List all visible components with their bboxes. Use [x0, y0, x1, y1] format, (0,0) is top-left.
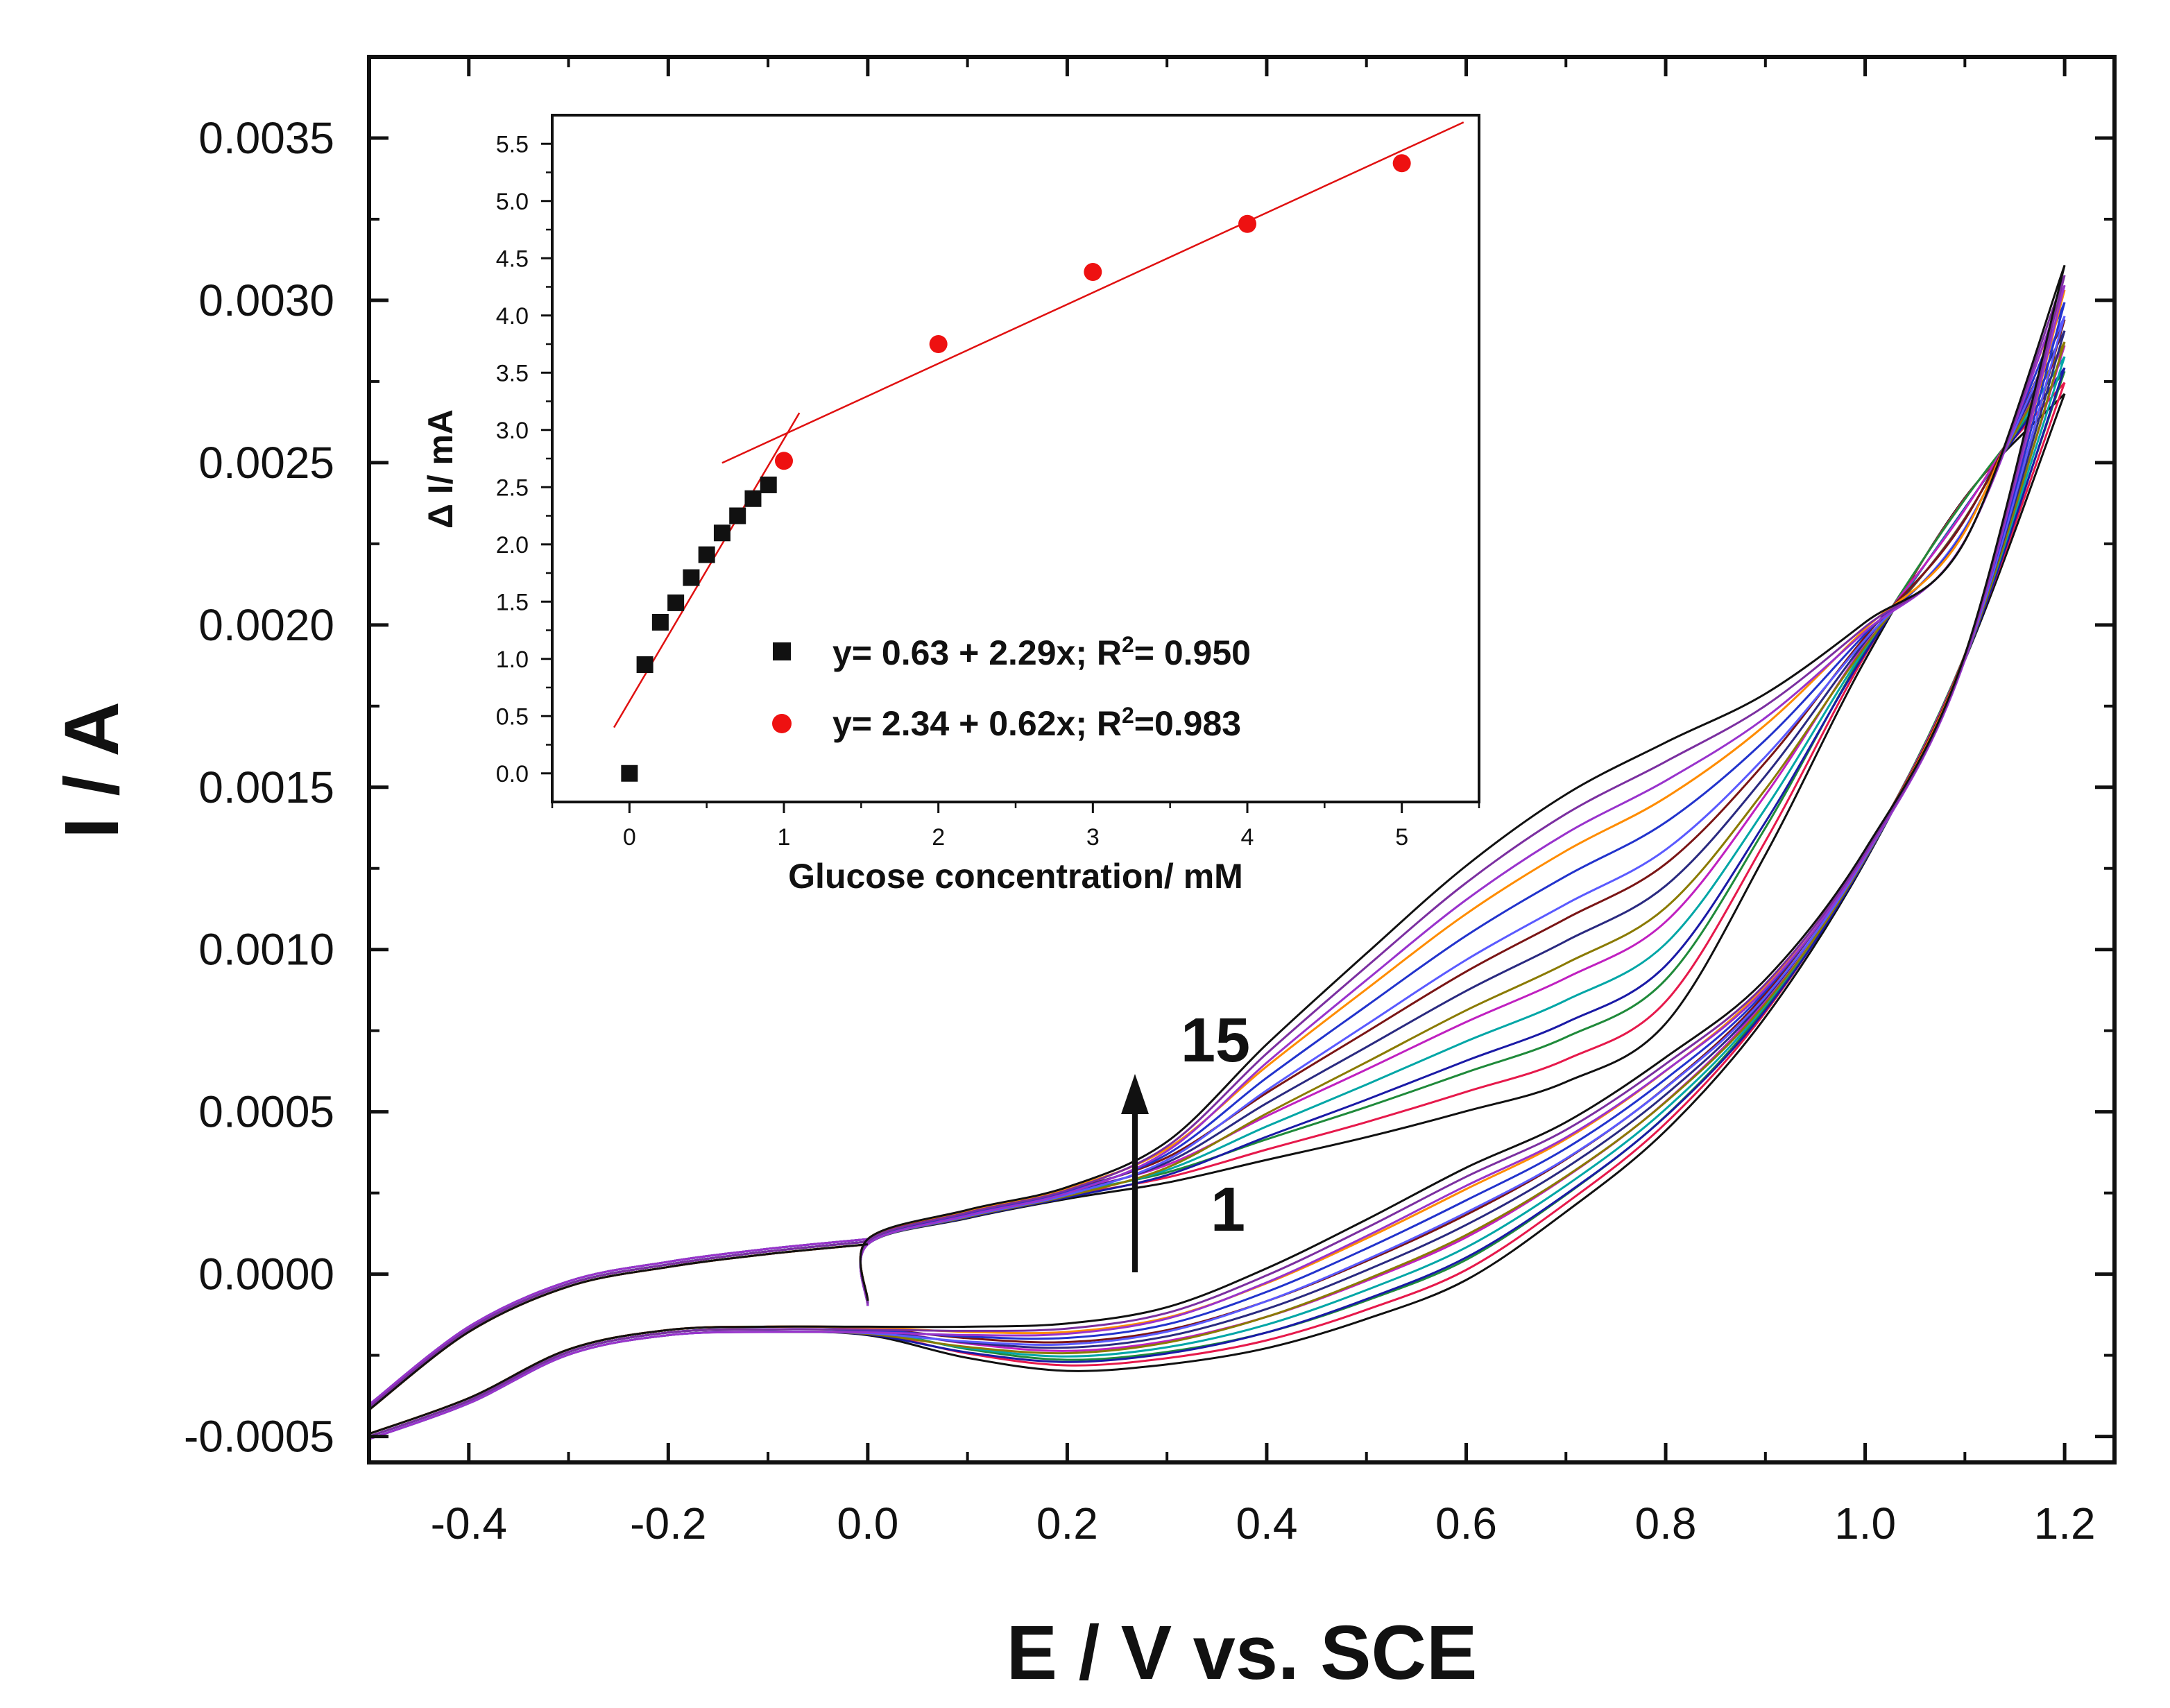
inset-fit-line-1 [613, 412, 801, 728]
legend-marker-square [773, 642, 791, 660]
cv-series-14-cathodic [368, 275, 2066, 1438]
annotation-cycle-15: 15 [1181, 1006, 1250, 1075]
inset-fit-lines [613, 121, 1464, 728]
inset-fit-line-2 [721, 121, 1464, 464]
inset-x-tick-label: 4 [1241, 824, 1254, 851]
y-tick-label: 0.0020 [198, 600, 334, 650]
inset-point-square [651, 613, 669, 631]
inset-point-square [667, 594, 685, 611]
inset-x-axis-title: Glucose concentration/ mM [788, 857, 1243, 896]
main-y-axis: -0.00050.00000.00050.00100.00150.00200.0… [184, 113, 2115, 1462]
y-tick-label: 0.0010 [198, 925, 334, 975]
x-tick-label: 1.0 [1834, 1498, 1896, 1548]
inset-y-tick-label: 0.0 [496, 761, 529, 787]
inset-point-circle [775, 452, 793, 470]
main-plot-frame [367, 55, 2117, 1464]
cv-series-14-anodic [859, 275, 2066, 1304]
increase-arrow-head [1121, 1074, 1149, 1114]
inset-y-axis: 0.0 0.5 1.0 1.5 2.0 2.5 3.0 3.5 4.0 4.5 5.0 5.5 [496, 131, 552, 787]
inset-frame [551, 114, 1480, 803]
inset-point-square [698, 546, 715, 563]
inset-y-tick-label: 1.5 [496, 589, 529, 615]
inset-y-tick-label: 2.0 [496, 532, 529, 558]
inset-point-circle [1392, 154, 1411, 173]
legend-entry-linear-high: y= 2.34 + 0.62x; R2=0.983 [832, 703, 1241, 743]
x-tick-label: 0.8 [1635, 1498, 1697, 1548]
inset-y-tick-label: 1.0 [496, 647, 529, 673]
cv-curves [368, 264, 2066, 1440]
y-tick-label: 0.0005 [198, 1087, 334, 1137]
y-tick-label: 0.0015 [198, 762, 334, 812]
inset-y-tick-label: 5.5 [496, 131, 529, 157]
inset-point-circle [1238, 214, 1256, 233]
inset-point-square [621, 765, 638, 782]
legend-1-text: y= 0.63 + 2.29x; R [832, 633, 1122, 672]
inset-legend: y= 0.63 + 2.29x; R2= 0.950 y= 2.34 + 0.6… [772, 632, 1251, 743]
legend-1-sup: 2 [1122, 632, 1134, 657]
inset-y-tick-label: 3.5 [496, 360, 529, 386]
cv-series-15-cathodic [368, 265, 2066, 1435]
inset-point-square [683, 569, 700, 586]
legend-2-sup: 2 [1122, 703, 1134, 728]
inset-x-tick-label: 5 [1395, 824, 1408, 851]
y-tick-label: 0.0035 [198, 113, 334, 163]
inset-point-circle [1084, 263, 1102, 282]
x-tick-label: -0.4 [431, 1498, 507, 1548]
inset-y-axis-title: Δ I/ mA [421, 409, 460, 529]
inset-y-tick-label: 2.5 [496, 475, 529, 501]
legend-entry-linear-low: y= 0.63 + 2.29x; R2= 0.950 [832, 632, 1251, 672]
annotation-cycle-1: 1 [1211, 1175, 1245, 1245]
inset-x-axis: 0 1 2 3 4 5 [551, 802, 1480, 851]
x-tick-label: 0.4 [1236, 1498, 1297, 1548]
inset-y-tick-label: 3.0 [496, 418, 529, 444]
inset-x-tick-label: 3 [1086, 824, 1100, 851]
legend-2-text-post: =0.983 [1134, 704, 1241, 743]
inset-y-tick-label: 5.0 [496, 189, 529, 215]
inset-data-points [621, 154, 1411, 782]
inset-y-tick-label: 4.0 [496, 303, 529, 330]
inset-y-tick-label: 4.5 [496, 246, 529, 272]
cv-series-13-anodic [859, 284, 2066, 1306]
inset-point-square [729, 507, 746, 524]
cv-series-15-return [368, 1243, 869, 1411]
main-plot: -0.4 -0.2 0.0 0.2 0.4 0.6 0.8 1.0 1.2 -0.0005 0.0… [49, 55, 2117, 1696]
y-tick-label: 0.0030 [198, 275, 334, 325]
inset-point-square [744, 490, 762, 507]
inset-point-square [636, 656, 653, 673]
main-x-axis-title: E / V vs. SCE [1007, 1610, 1478, 1696]
inset-x-tick-label: 2 [932, 824, 945, 851]
cv-series-13-return [368, 1238, 869, 1406]
x-tick-label: 1.2 [2034, 1498, 2096, 1548]
x-tick-label: 0.0 [837, 1498, 898, 1548]
inset-calibration-plot: 0 1 2 3 4 5 0.0 0.5 1.0 1.5 2.0 2.5 3.0 3.5 4.0 4.5 5.0… [421, 114, 1480, 896]
inset-y-tick-label: 0.5 [496, 703, 529, 730]
inset-x-tick-label: 1 [778, 824, 791, 851]
inset-point-square [713, 524, 731, 542]
x-tick-label: -0.2 [630, 1498, 706, 1548]
inset-point-square [760, 476, 777, 493]
cv-series-13-cathodic [368, 284, 2066, 1440]
main-y-axis-title: I / A [49, 701, 135, 839]
legend-marker-circle [772, 714, 792, 733]
y-tick-label: 0.0025 [198, 438, 334, 488]
cv-series-14-return [368, 1240, 869, 1408]
legend-1-text-post: = 0.950 [1134, 633, 1251, 672]
legend-2-text: y= 2.34 + 0.62x; R [832, 704, 1122, 743]
y-tick-label: -0.0005 [184, 1412, 334, 1462]
x-tick-label: 0.2 [1036, 1498, 1098, 1548]
inset-x-tick-label: 0 [623, 824, 636, 851]
main-x-axis: -0.4 -0.2 0.0 0.2 0.4 0.6 0.8 1.0 1.2 [368, 57, 2096, 1548]
y-tick-label: 0.0000 [198, 1249, 334, 1299]
inset-point-circle [929, 335, 948, 353]
cv-series-15-anodic [859, 264, 2066, 1301]
x-tick-label: 0.6 [1435, 1498, 1497, 1548]
